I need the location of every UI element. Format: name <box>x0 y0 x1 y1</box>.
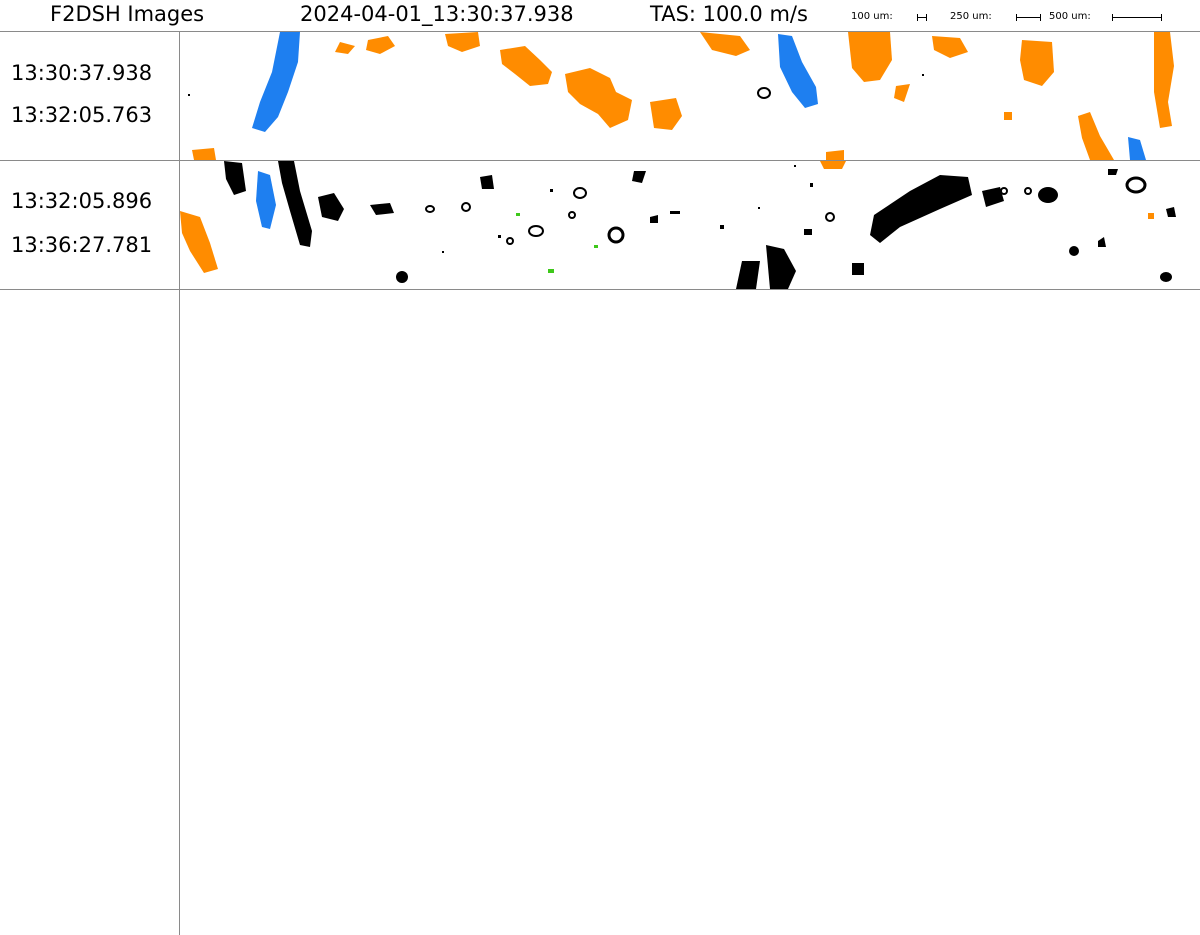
black-fragment-particle <box>804 229 812 235</box>
scale-bar-500um <box>1112 14 1162 21</box>
probe-title: F2DSH Images <box>50 2 205 26</box>
black-ring-particle <box>425 205 435 213</box>
scale-label-100um: 100 um: <box>851 11 893 22</box>
true-airspeed: TAS: 100.0 m/s <box>650 2 808 26</box>
scale-label-250um: 250 um: <box>950 11 992 22</box>
black-ring-particle <box>757 87 771 99</box>
green-fragment-particle <box>548 269 554 273</box>
orange-aggregate-particle <box>565 68 632 128</box>
black-ring-particle <box>506 237 514 245</box>
black-blob-particle <box>1038 187 1058 203</box>
scale-label-500um: 500 um: <box>1049 11 1091 22</box>
black-fragment-particle <box>982 187 1004 207</box>
strip-2-particles <box>180 161 1176 289</box>
orange-column-particle <box>1078 112 1114 160</box>
black-blob-particle <box>946 187 962 199</box>
black-aggregate-particle <box>318 193 344 221</box>
orange-column-particle <box>180 211 218 273</box>
strip-2-end-time: 13:36:27.781 <box>11 233 153 257</box>
black-dot-particle <box>794 165 796 167</box>
grid-line-strip-bottom <box>0 289 1200 290</box>
black-fragment-particle <box>1098 237 1106 247</box>
black-ring-particle <box>573 187 587 199</box>
black-blob-particle <box>1069 246 1079 256</box>
blue-edge-particle <box>1128 137 1146 160</box>
orange-edge-particle <box>820 161 846 169</box>
black-fragment-particle <box>632 171 646 183</box>
orange-fragment-particle <box>894 84 910 102</box>
green-fragment-particle <box>594 245 598 248</box>
black-fragment-particle <box>650 215 658 223</box>
orange-edge-particle <box>826 150 844 160</box>
strip-1-end-time: 13:32:05.763 <box>11 103 153 127</box>
orange-aggregate-particle <box>650 98 682 130</box>
black-blob-particle <box>396 271 408 283</box>
black-dot-particle <box>758 207 760 209</box>
image-timestamp: 2024-04-01_13:30:37.938 <box>300 2 574 26</box>
strip-2-start-time: 13:32:05.896 <box>11 189 153 213</box>
grid-line-time-column <box>179 31 180 935</box>
orange-fragment-particle <box>445 32 480 52</box>
black-dot-particle <box>720 225 724 229</box>
orange-aggregate-particle <box>500 46 552 86</box>
scale-bar-100um <box>917 14 927 21</box>
particle-image-strip-1 <box>180 32 1200 160</box>
scale-bar-250um <box>1016 14 1041 21</box>
black-dot-particle <box>550 189 553 192</box>
particle-image-strip-2 <box>180 161 1200 289</box>
black-fragment-particle <box>1166 207 1176 217</box>
black-dot-particle <box>442 251 444 253</box>
orange-fragment-particle <box>366 36 395 54</box>
blue-column-particle <box>252 32 300 132</box>
black-ring-particle <box>607 226 625 244</box>
orange-ring-particle <box>1020 40 1054 86</box>
blue-column-particle <box>256 171 276 229</box>
black-fragment-particle <box>1108 169 1118 175</box>
black-ring-particle <box>1024 187 1032 195</box>
orange-column-particle <box>1154 32 1174 128</box>
blue-plate-particle <box>778 34 818 108</box>
orange-aggregate-particle <box>848 32 892 82</box>
orange-fragment-particle <box>335 42 355 54</box>
black-ring-particle <box>1000 187 1008 195</box>
black-ring-particle <box>568 211 576 219</box>
black-blob-particle <box>1160 272 1172 282</box>
orange-fragment-particle <box>1004 112 1012 120</box>
black-ring-particle <box>461 202 471 212</box>
black-fragment-particle <box>670 211 680 214</box>
black-dot-particle <box>922 74 924 76</box>
strip-1-particles <box>188 32 1174 160</box>
black-ring-particle <box>1125 176 1147 194</box>
orange-fragment-particle <box>1148 213 1154 219</box>
black-dot-particle <box>498 235 501 238</box>
black-fragment-particle <box>852 263 864 275</box>
black-ring-particle <box>825 212 835 222</box>
black-dot-particle <box>810 183 813 187</box>
black-ring-particle <box>528 225 544 237</box>
black-column-particle <box>278 161 312 247</box>
black-fragment-particle <box>480 175 494 189</box>
black-aggregate-particle <box>766 245 796 289</box>
black-dot-particle <box>188 94 190 96</box>
grid-line-strip-divider <box>0 160 1200 161</box>
orange-fragment-particle <box>700 32 750 56</box>
black-column-particle <box>870 175 972 243</box>
green-fragment-particle <box>516 213 520 216</box>
grid-line-top <box>0 31 1200 32</box>
orange-fragment-particle <box>932 36 968 58</box>
strip-1-start-time: 13:30:37.938 <box>11 61 153 85</box>
black-column-particle <box>224 161 246 195</box>
orange-edge-particle <box>192 148 216 160</box>
black-fragment-particle <box>370 203 394 215</box>
black-aggregate-particle <box>736 261 760 289</box>
